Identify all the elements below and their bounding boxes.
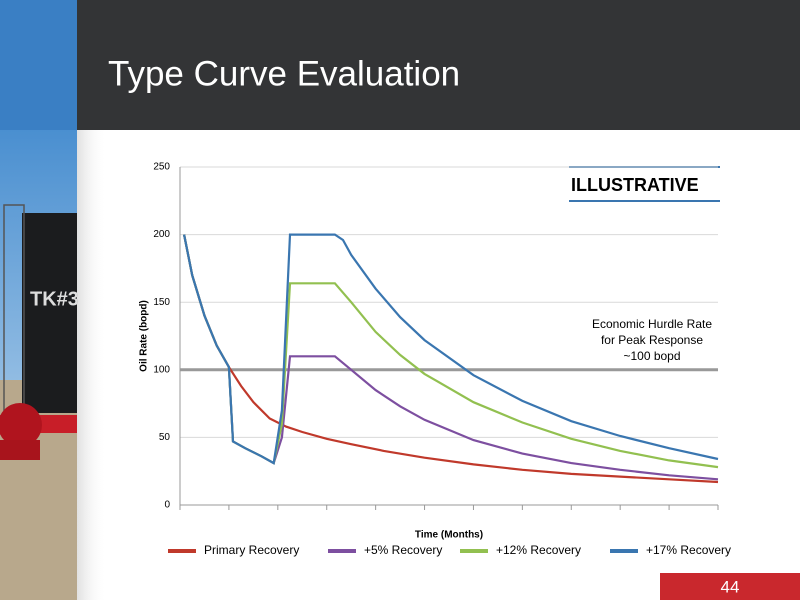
annotation: ~100 bopd: [623, 349, 680, 363]
badge: ILLUSTRATIVE: [571, 175, 699, 195]
svg-text:TK#3: TK#3: [30, 288, 79, 310]
panel-shadow: [77, 130, 107, 600]
legend-label: +5% Recovery: [364, 543, 442, 557]
x-axis-title: Time (Months): [415, 530, 483, 541]
page-number-box: [660, 573, 800, 600]
y-tick-label: 0: [164, 500, 170, 511]
y-tick-label: 200: [153, 229, 170, 240]
page-number: 44: [721, 577, 740, 596]
y-tick-label: 100: [153, 364, 170, 375]
y-tick-label: 50: [159, 432, 171, 443]
photo: TK#3: [0, 130, 79, 600]
y-axis-title: Oil Rate (bopd): [139, 300, 150, 372]
legend-label: +17% Recovery: [646, 543, 731, 557]
slide-title: Type Curve Evaluation: [108, 54, 460, 93]
y-tick-label: 250: [153, 162, 170, 173]
legend-label: +12% Recovery: [496, 543, 581, 557]
y-tick-label: 150: [153, 297, 170, 308]
header-accent: [0, 0, 77, 130]
legend-label: Primary Recovery: [204, 543, 299, 557]
annotation: Economic Hurdle Rate: [592, 317, 712, 331]
series-line: [183, 233, 719, 465]
annotation: for Peak Response: [601, 333, 703, 347]
header-band: [0, 0, 800, 130]
